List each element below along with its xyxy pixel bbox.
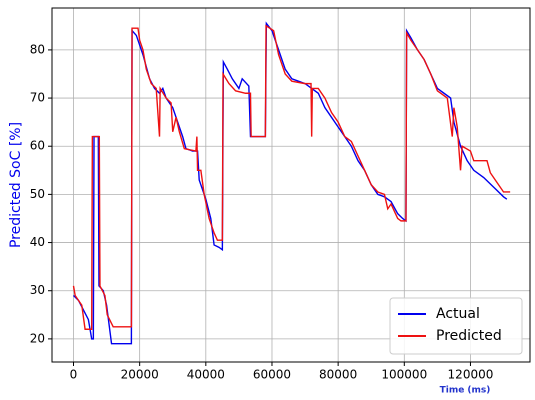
legend-box (389, 297, 523, 355)
x-tick-label: 0 (70, 368, 78, 382)
x-tick-label: 100000 (381, 368, 427, 382)
legend-label: Actual (436, 306, 480, 322)
y-tick-label: 80 (30, 42, 45, 56)
y-tick-label: 50 (30, 187, 45, 201)
y-axis-label: Predicted SoC [%] (8, 122, 24, 248)
x-tick-label: 20000 (121, 368, 159, 382)
x-tick-label: 120000 (448, 368, 494, 382)
y-tick-label: 30 (30, 283, 45, 297)
y-tick-label: 60 (30, 139, 45, 153)
x-tick-label: 80000 (319, 368, 357, 382)
legend-label: Predicted (436, 328, 502, 344)
x-tick-label: 40000 (187, 368, 225, 382)
series-line (73, 21, 508, 345)
y-tick-label: 70 (30, 91, 45, 105)
x-axis-label: Time (ms) (440, 386, 491, 396)
plot-frame (51, 7, 531, 363)
y-tick-label: 20 (30, 331, 45, 345)
x-tick-label: 60000 (253, 368, 291, 382)
y-tick-label: 40 (30, 235, 45, 249)
series-line (72, 24, 511, 330)
